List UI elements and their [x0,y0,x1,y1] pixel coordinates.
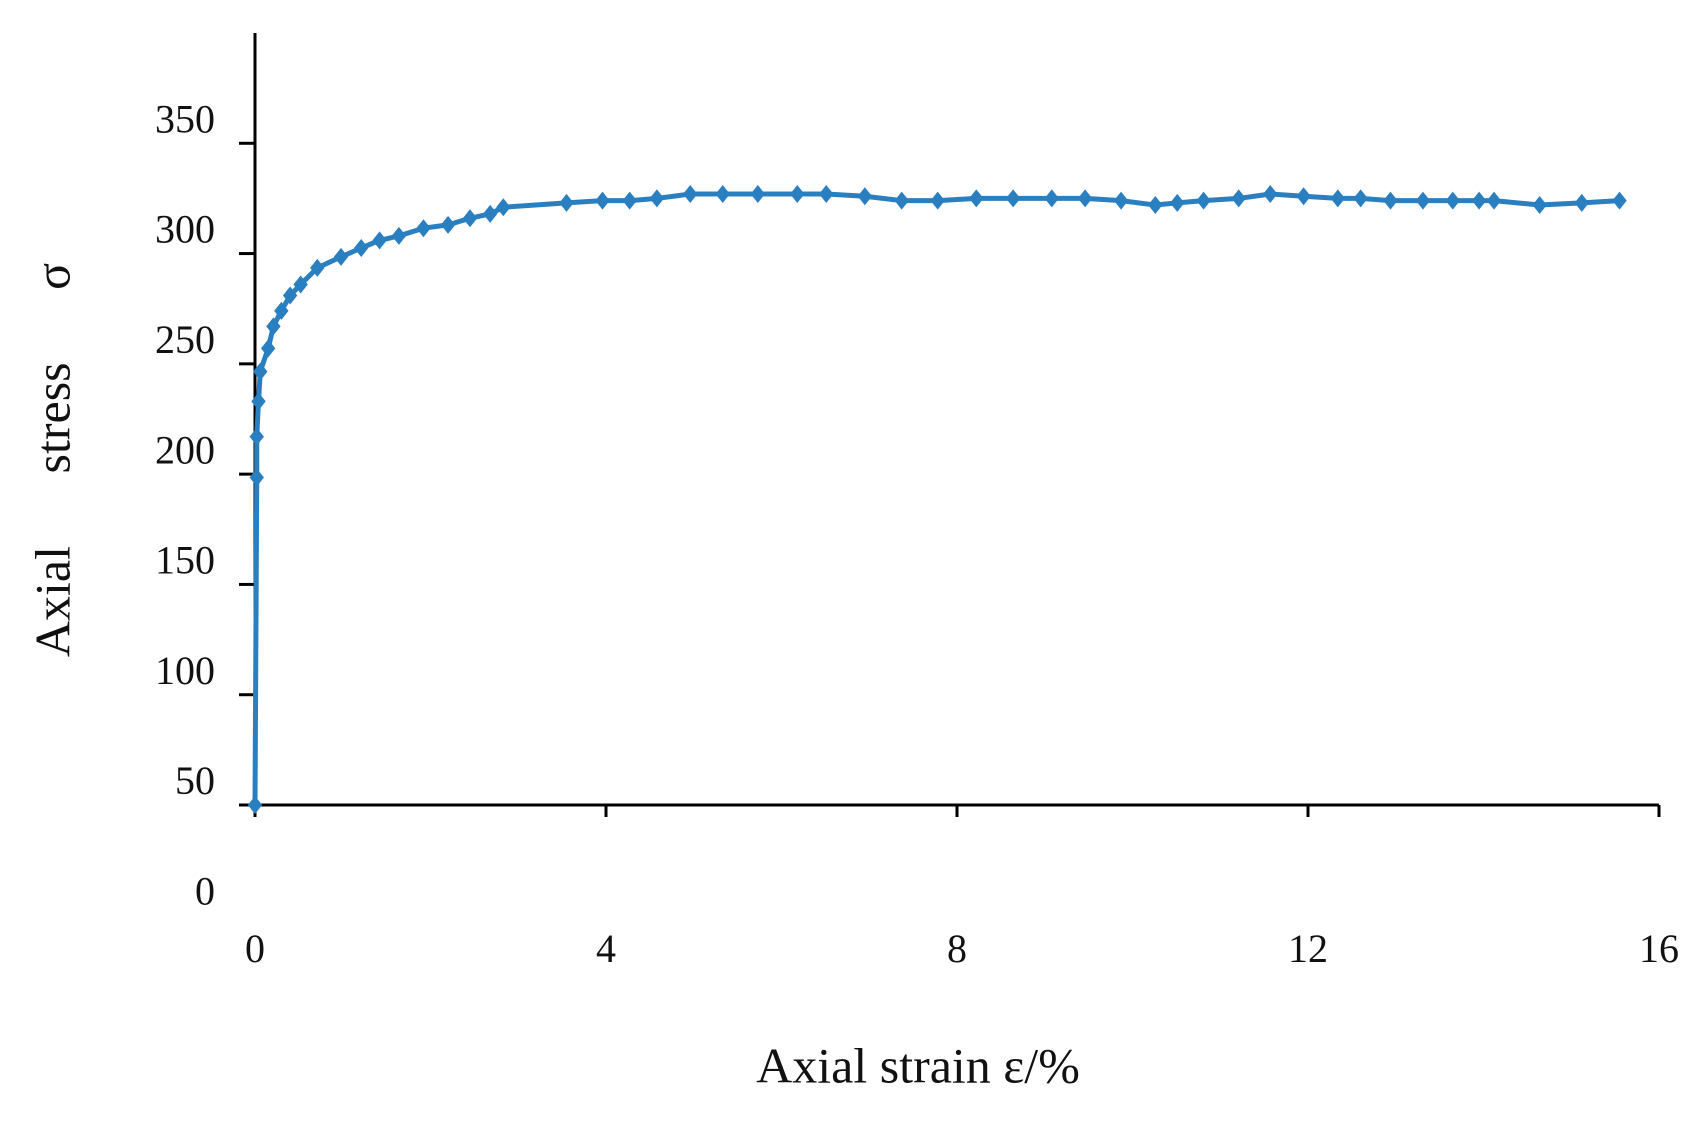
data-point [1170,193,1185,212]
y-axis-label: Axial stress σ [24,263,80,657]
data-point [595,191,610,210]
data-point [1296,187,1311,206]
data-point [1148,196,1163,215]
data-point [247,796,263,814]
data-point [260,339,276,358]
data-point [715,185,730,204]
data-point [857,187,873,206]
y-tick-label: 150 [155,538,215,583]
data-point [819,185,834,204]
data-point [930,191,945,210]
x-tick-label: 16 [1639,926,1679,971]
data-point [282,286,298,305]
data-point [1330,189,1346,208]
data-point [333,247,349,266]
data-point [649,189,665,208]
data-point [440,215,456,234]
x-tick-label: 12 [1288,926,1328,971]
y-tick-label: 200 [155,427,215,472]
y-tick-label: 50 [175,758,215,803]
data-point [1196,191,1211,210]
data-point [1415,191,1431,210]
data-point [750,185,766,204]
data-point [1231,189,1246,208]
data-point [253,362,268,381]
data-point [310,258,325,277]
data-point [462,209,478,228]
data-point [1263,185,1278,204]
data-point [496,198,511,217]
data-point [1574,193,1589,212]
data-point [622,191,637,210]
data-point [251,392,266,411]
y-tick-label: 250 [155,317,215,362]
data-point [391,226,407,245]
data-point [1445,191,1460,210]
data-point [1113,191,1129,210]
y-tick-label: 300 [155,207,215,252]
x-tick-label: 8 [947,926,967,971]
data-point [1471,191,1487,210]
data-point [274,301,289,320]
data-point [559,193,574,212]
data-point [482,204,498,223]
data-line [252,191,1620,806]
data-point [1077,189,1093,208]
data-point [293,275,308,294]
data-point [1612,191,1627,210]
data-point [969,189,984,208]
data-point [249,427,264,446]
data-point [1383,191,1398,210]
x-tick-label: 0 [245,926,265,971]
data-point [249,468,264,487]
data-point [372,231,387,250]
data-point [353,239,369,258]
data-point [1486,191,1502,210]
y-tick-label: 100 [155,648,215,693]
data-point [683,185,698,204]
x-tick-label: 4 [596,926,616,971]
data-point [416,219,431,238]
data-point [1532,196,1547,215]
y-tick-label: 0 [195,868,215,913]
data-point [790,185,805,204]
y-tick-label: 350 [155,96,215,141]
data-point [1353,189,1368,208]
data-point [1005,189,1021,208]
x-axis-label: Axial strain ε/% [756,1037,1080,1093]
data-point [1044,189,1059,208]
data-point [266,317,281,336]
data-point [894,191,909,210]
